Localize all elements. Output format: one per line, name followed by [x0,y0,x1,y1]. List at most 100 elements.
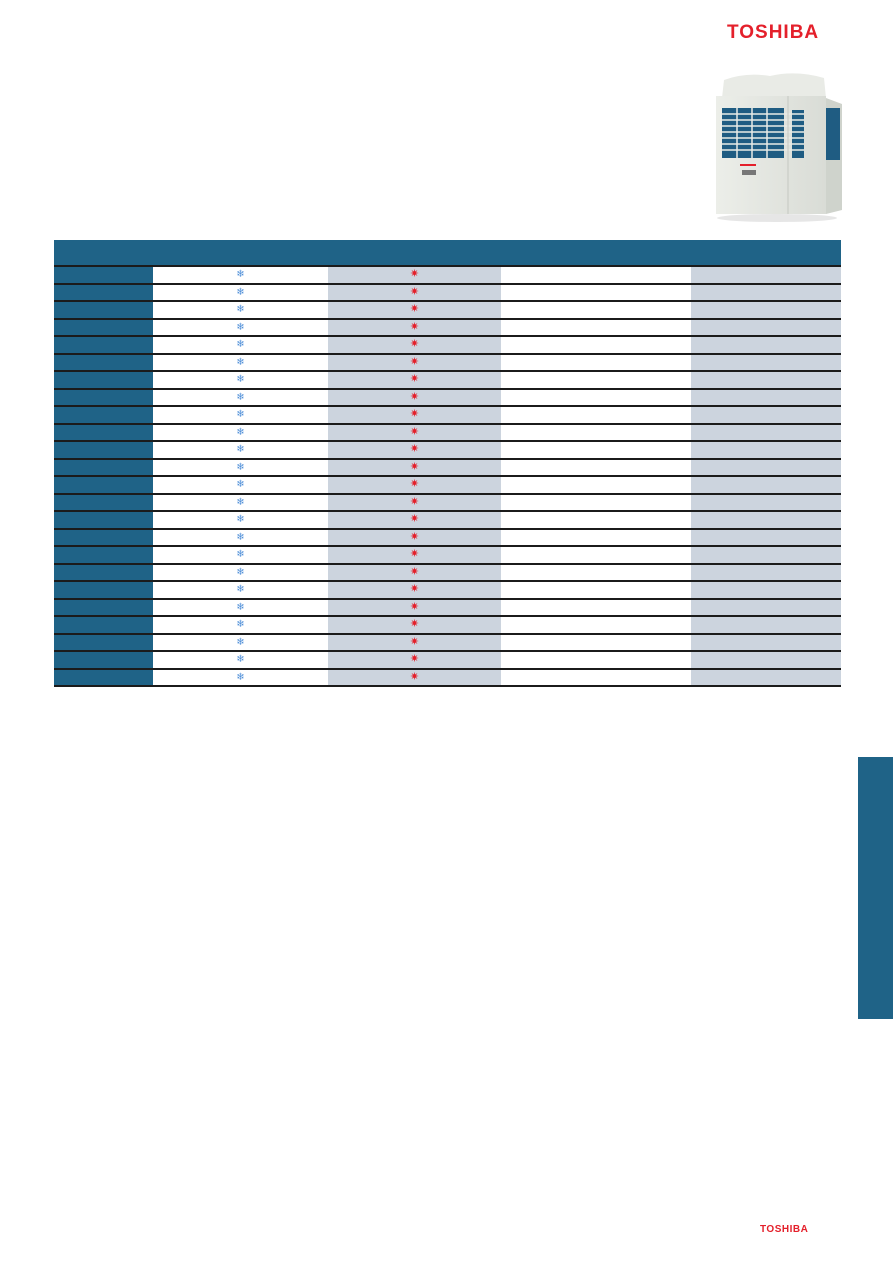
snowflake-icon: ❄ [236,269,245,281]
table-cell [54,632,153,651]
sun-icon: ✷ [409,268,420,281]
snowflake-icon: ❄ [236,654,245,666]
table-cell: ✷ [328,580,501,599]
table-cell [54,667,153,687]
sun-icon: ✷ [409,355,420,368]
table-cell [54,597,153,616]
sun-icon: ✷ [409,443,420,456]
table-cell: ❄ [153,562,328,581]
snowflake-icon: ❄ [236,356,245,368]
table-cell [691,632,841,651]
table-cell: ✷ [328,405,501,424]
table-cell: ❄ [153,440,328,459]
table-cell: ✷ [328,422,501,441]
table-row: ❄ ✷ [54,457,841,476]
snowflake-icon: ❄ [236,619,245,631]
table-row: ❄ ✷ [54,545,841,564]
table-cell: ❄ [153,580,328,599]
table-row: ❄ ✷ [54,667,841,687]
table-cell [54,370,153,389]
table-row: ❄ ✷ [54,475,841,494]
table-row: ❄ ✷ [54,527,841,546]
sun-icon: ✷ [409,583,420,596]
table-cell: ❄ [153,317,328,336]
snowflake-icon: ❄ [236,461,245,473]
table-cell: ❄ [153,667,328,687]
table-cell [501,457,691,476]
sun-icon: ✷ [409,460,420,473]
table-cell [54,650,153,669]
table-cell: ✷ [328,265,501,284]
table-cell: ❄ [153,370,328,389]
table-cell: ❄ [153,650,328,669]
table-row: ❄ ✷ [54,650,841,669]
snowflake-icon: ❄ [236,339,245,351]
table-cell: ✷ [328,562,501,581]
table-cell [54,615,153,634]
spec-table: ❄ ✷ ❄ ✷ ❄ ✷ ❄ ✷ ❄ ✷ ❄ ✷ ❄ ✷ ❄ ✷ ❄ ✷ ❄ ✷ ❄ ✷ ❄ ✷ ❄ ✷ ❄ ✷ ❄ ✷ ❄ ✷ ❄ ✷ ❄ ✷ ❄ ✷ ❄ ✷… [54,240,841,687]
table-row: ❄ ✷ [54,335,841,354]
table-cell [691,562,841,581]
table-cell: ✷ [328,597,501,616]
table-cell [501,475,691,494]
table-cell [54,405,153,424]
table-cell: ✷ [328,387,501,406]
table-cell: ❄ [153,492,328,511]
table-cell [501,405,691,424]
header-cell [328,240,501,266]
sun-icon: ✷ [409,478,420,491]
sun-icon: ✷ [409,320,420,333]
table-cell [501,492,691,511]
table-cell [691,510,841,529]
table-cell [54,527,153,546]
table-header-row [54,240,841,266]
sun-icon: ✷ [409,408,420,421]
table-cell: ✷ [328,510,501,529]
table-cell [54,300,153,319]
table-cell: ✷ [328,615,501,634]
table-cell: ❄ [153,335,328,354]
sun-icon: ✷ [409,618,420,631]
table-cell: ❄ [153,387,328,406]
table-cell [691,370,841,389]
table-cell: ❄ [153,527,328,546]
table-row: ❄ ✷ [54,510,841,529]
table-cell: ✷ [328,282,501,301]
table-cell [691,317,841,336]
table-cell: ✷ [328,667,501,687]
sun-icon: ✷ [409,670,420,683]
table-row: ❄ ✷ [54,300,841,319]
sun-icon: ✷ [409,513,420,526]
table-cell: ✷ [328,457,501,476]
table-cell: ✷ [328,335,501,354]
table-cell [501,370,691,389]
outdoor-unit-image [716,73,842,222]
table-cell: ❄ [153,265,328,284]
table-cell [691,527,841,546]
table-cell [54,562,153,581]
sun-icon: ✷ [409,495,420,508]
sun-icon: ✷ [409,285,420,298]
table-cell: ✷ [328,475,501,494]
table-cell: ✷ [328,370,501,389]
snowflake-icon: ❄ [236,409,245,421]
table-cell [691,282,841,301]
table-row: ❄ ✷ [54,632,841,651]
table-cell [54,387,153,406]
table-cell: ✷ [328,545,501,564]
snowflake-icon: ❄ [236,479,245,491]
table-cell [691,650,841,669]
sun-icon: ✷ [409,373,420,386]
sun-icon: ✷ [409,425,420,438]
table-cell [501,545,691,564]
table-cell [691,475,841,494]
table-cell [691,457,841,476]
table-cell [691,580,841,599]
table-cell [691,492,841,511]
header-cell [691,240,841,266]
table-cell: ❄ [153,510,328,529]
table-cell [691,300,841,319]
table-cell: ❄ [153,475,328,494]
table-cell [501,317,691,336]
table-cell [691,352,841,371]
